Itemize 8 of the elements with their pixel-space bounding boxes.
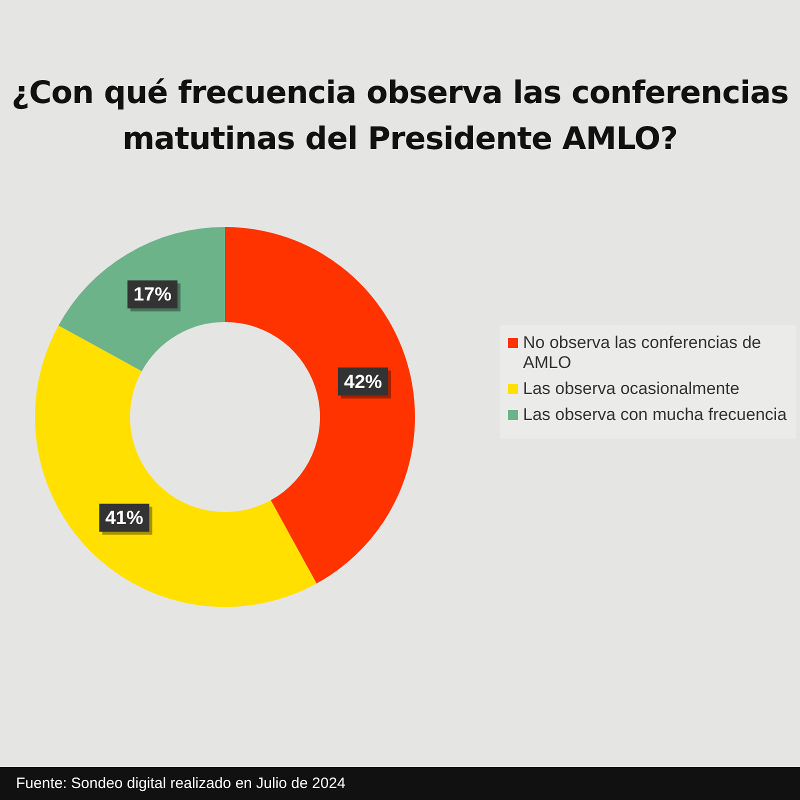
- source-note: Fuente: Sondeo digital realizado en Julio de 2024: [0, 767, 800, 800]
- data-label: 41%: [105, 508, 144, 529]
- legend-label: Las observa con mucha frecuencia: [523, 405, 787, 425]
- data-label: 42%: [344, 372, 382, 393]
- legend-label: No observa las conferencias de AMLO: [523, 333, 762, 373]
- data-label: 17%: [133, 284, 172, 306]
- chart-title: ¿Con qué frecuencia observa las conferencias matutinas del Presidente AMLO?: [10, 74, 790, 159]
- legend-label: Las observa ocasionalmente: [523, 379, 740, 399]
